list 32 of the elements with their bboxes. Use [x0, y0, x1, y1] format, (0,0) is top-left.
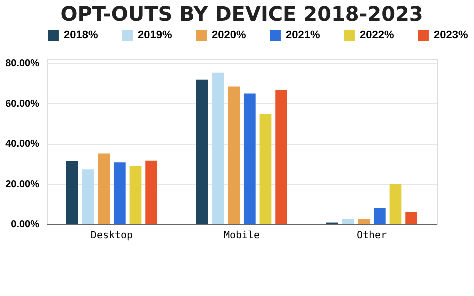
- bar: [406, 212, 418, 224]
- x-tick-label: Desktop: [90, 230, 134, 242]
- legend-label: 2021%: [286, 30, 320, 42]
- y-tick-label: 20.00%: [6, 179, 40, 190]
- bar: [98, 154, 110, 224]
- bar: [82, 170, 94, 224]
- bar: [276, 90, 288, 224]
- bar: [374, 208, 386, 224]
- bar: [260, 114, 272, 224]
- x-tick-label: Mobile: [224, 230, 260, 242]
- bar: [114, 162, 126, 224]
- bar: [212, 72, 224, 224]
- legend-label: 2019%: [138, 30, 172, 42]
- chart-title: OPT-OUTS BY DEVICE 2018-2023: [60, 2, 424, 26]
- legend-label: 2018%: [64, 30, 98, 42]
- bar: [146, 160, 158, 224]
- x-tick-label: Other: [356, 230, 388, 242]
- y-tick-label: 60.00%: [6, 98, 40, 110]
- y-tick-label: 0.00%: [11, 220, 40, 230]
- legend-label: 2023%: [434, 30, 468, 42]
- legend-label: 2020%: [212, 30, 246, 42]
- bar: [358, 219, 370, 224]
- bar: [244, 94, 256, 224]
- bar: [342, 219, 354, 224]
- bar: [196, 80, 208, 224]
- bar: [228, 86, 240, 224]
- bar: [130, 166, 142, 224]
- bar: [390, 184, 402, 224]
- y-tick-label: 40.00%: [6, 139, 40, 150]
- legend-label: 2022%: [360, 30, 394, 42]
- y-tick-label: 80.00%: [6, 58, 40, 70]
- bar: [66, 161, 78, 224]
